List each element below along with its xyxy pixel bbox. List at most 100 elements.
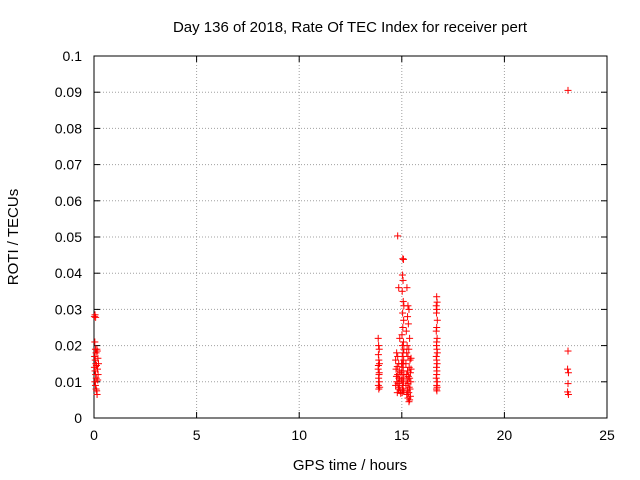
data-point xyxy=(399,255,407,263)
data-point xyxy=(432,327,440,335)
data-point xyxy=(400,356,408,364)
data-point xyxy=(433,360,441,368)
data-point xyxy=(432,302,440,310)
data-point xyxy=(405,345,413,353)
data-point xyxy=(399,297,407,305)
x-tick-label: 0 xyxy=(90,427,98,443)
data-point xyxy=(375,385,383,393)
data-point xyxy=(90,313,98,321)
data-point xyxy=(407,378,415,386)
data-point xyxy=(404,320,412,328)
data-point xyxy=(402,381,410,389)
data-point xyxy=(376,383,384,391)
plot-border xyxy=(93,55,608,419)
data-point xyxy=(91,352,99,360)
x-tick-label: 10 xyxy=(291,427,307,443)
data-point xyxy=(406,334,414,342)
x-tick-label: 15 xyxy=(394,427,410,443)
data-point xyxy=(399,374,407,382)
data-point xyxy=(564,365,572,373)
data-point xyxy=(394,232,402,240)
grid xyxy=(94,56,607,418)
y-axis-label: ROTI / TECUs xyxy=(5,189,22,285)
data-point xyxy=(374,362,382,370)
data-point xyxy=(433,298,441,306)
data-point xyxy=(403,342,411,350)
data-point xyxy=(404,372,412,380)
data-point xyxy=(375,342,383,350)
data-point xyxy=(395,284,403,292)
ticks: 0 5 10 15 20 25 0 0.01 0.02 0.03 0.04 0.05 0.06 0.07 0… xyxy=(55,48,615,443)
y-tick-label: 0 xyxy=(74,410,82,426)
data-point xyxy=(399,378,407,386)
data-point xyxy=(396,334,404,342)
data-point xyxy=(432,374,440,382)
x-tick-label: 5 xyxy=(193,427,201,443)
data-point xyxy=(92,374,100,382)
data-point xyxy=(392,356,400,364)
data-point xyxy=(564,86,572,94)
data-point xyxy=(433,387,441,395)
data-point xyxy=(564,390,572,398)
data-point xyxy=(403,349,411,357)
data-point xyxy=(92,385,100,393)
data-point xyxy=(399,276,407,284)
data-point xyxy=(405,363,413,371)
data-point xyxy=(406,369,414,377)
data-point xyxy=(392,365,400,373)
data-point xyxy=(392,381,400,389)
data-point xyxy=(403,376,411,384)
y-tick-label: 0.02 xyxy=(55,338,82,354)
data-point xyxy=(403,284,411,292)
data-point xyxy=(432,309,440,317)
x-axis-label: GPS time / hours xyxy=(293,457,407,474)
data-point xyxy=(404,302,412,310)
y-tick-label: 0.05 xyxy=(55,229,82,245)
data-point xyxy=(398,271,406,279)
data-point xyxy=(433,349,441,357)
data-point xyxy=(94,371,102,379)
y-tick-label: 0.09 xyxy=(55,84,82,100)
data-point xyxy=(92,313,100,321)
y-tick-label: 0.08 xyxy=(55,120,82,136)
data-point xyxy=(398,331,406,339)
y-tick-label: 0.07 xyxy=(55,157,82,173)
data-point xyxy=(404,367,412,375)
y-tick-label: 0.03 xyxy=(55,301,82,317)
data-point xyxy=(406,356,414,364)
x-tick-label: 20 xyxy=(497,427,513,443)
chart-title: Day 136 of 2018, Rate Of TEC Index for r… xyxy=(173,19,528,36)
data-points xyxy=(90,86,572,406)
data-point xyxy=(405,305,413,313)
data-point xyxy=(407,354,415,362)
y-tick-label: 0.1 xyxy=(63,48,83,64)
data-point xyxy=(433,316,441,324)
data-point xyxy=(375,360,383,368)
data-point xyxy=(564,347,572,355)
data-point xyxy=(406,396,414,404)
data-point xyxy=(404,394,412,402)
data-point xyxy=(400,316,408,324)
data-point xyxy=(374,334,382,342)
data-point xyxy=(375,374,383,382)
data-point xyxy=(405,398,413,406)
data-point xyxy=(402,327,410,335)
data-point xyxy=(402,360,410,368)
data-point xyxy=(564,380,572,388)
data-point xyxy=(92,349,100,357)
data-point xyxy=(564,369,572,377)
data-point xyxy=(399,385,407,393)
data-point xyxy=(398,389,406,397)
data-point xyxy=(394,371,402,379)
data-point xyxy=(403,390,411,398)
data-point xyxy=(91,381,99,389)
data-point xyxy=(90,363,98,371)
data-point xyxy=(399,324,407,331)
data-point xyxy=(398,287,406,295)
data-point xyxy=(395,383,403,391)
data-point xyxy=(93,390,101,398)
x-tick-label: 25 xyxy=(599,427,615,443)
data-point xyxy=(91,378,99,386)
data-point xyxy=(397,369,405,377)
